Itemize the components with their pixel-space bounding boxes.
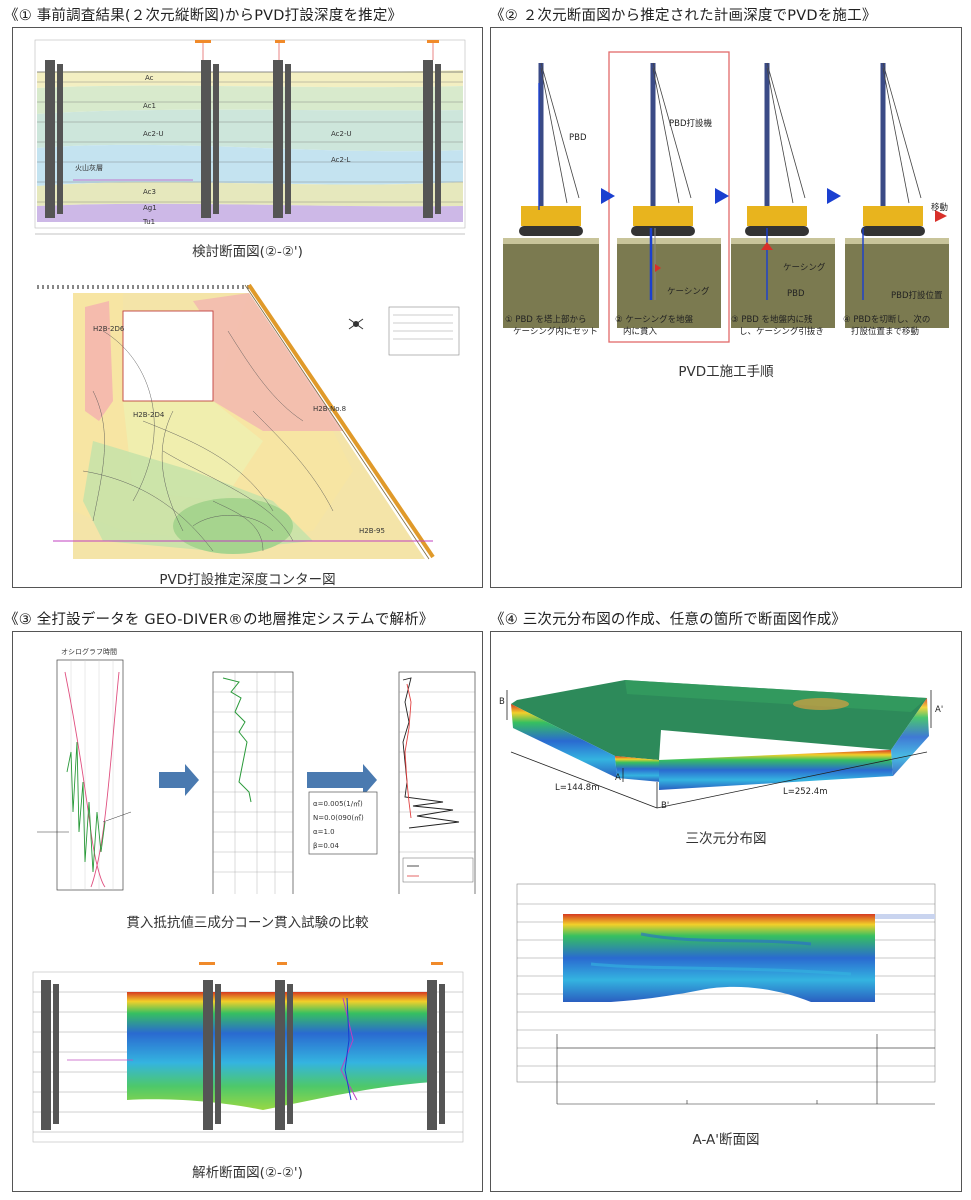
- svg-text:Tu1: Tu1: [142, 218, 155, 226]
- caption-aa-section: A-A'断面図: [692, 1132, 760, 1148]
- parameter-box: α=0.005(1/㎡) N=0.0(090(㎡) α=1.0 β=0.04: [313, 800, 364, 850]
- procedure-step-texts: ① PBD を塔上部から ケーシング内にセット ② ケーシングを地盤 内に貫入 …: [505, 314, 930, 337]
- svg-text:N=0.0(090(㎡): N=0.0(090(㎡): [313, 814, 364, 822]
- svg-text:L=252.4m: L=252.4m: [783, 787, 827, 797]
- caption-analysis-section: 解析断面図(②-②'): [192, 1165, 303, 1181]
- svg-text:PBD: PBD: [787, 289, 805, 299]
- svg-text:PBD打設機: PBD打設機: [669, 118, 713, 129]
- svg-text:PBD打設位置: PBD打設位置: [891, 290, 943, 301]
- svg-text:α=1.0: α=1.0: [313, 828, 335, 836]
- longitudinal-section-diagram: Ac Ac1 Ac2-U Ac2-U Ac2-L 火山灰層 Ac3 Ag1 Tu1: [34, 39, 466, 235]
- caption-cpt-comparison: 貫入抵抗値三成分コーン貫入試験の比較: [126, 915, 369, 931]
- svg-text:火山灰層: 火山灰層: [75, 163, 103, 172]
- step-3-line-2: し、ケーシング引抜き: [739, 326, 824, 337]
- svg-text:Ag1: Ag1: [143, 204, 157, 212]
- panel-3d-distribution: B A B' A' L=144.8m L=252.4m 三次元分布図 A-A'断…: [490, 631, 962, 1192]
- svg-text:β=0.04: β=0.04: [313, 842, 339, 850]
- cpt-comparison-charts: オシログラフ 時間 α=0.005(1/㎡) N=0.0(090(㎡) α=1.…: [37, 647, 476, 894]
- oscillograph-label: オシログラフ: [61, 647, 103, 656]
- svg-text:H2B-95: H2B-95: [359, 527, 385, 535]
- step-2-line-1: ② ケーシングを地盤: [615, 314, 694, 325]
- svg-text:ケーシング: ケーシング: [667, 286, 710, 297]
- procedure-labels: PBD PBD打設機 ケーシング ケーシング PBD PBD打設位置 移動: [569, 118, 948, 301]
- svg-text:H2B-2D6: H2B-2D6: [93, 325, 125, 333]
- svg-text:Ac2-U: Ac2-U: [331, 130, 352, 138]
- caption-pvd-procedure: PVD工施工手順: [678, 364, 774, 380]
- section1-heading: 《① 事前調査結果(２次元縦断図)からPVD打設深度を推定》: [4, 8, 403, 24]
- svg-text:H2B-No.8: H2B-No.8: [313, 405, 346, 413]
- svg-text:A': A': [935, 705, 943, 715]
- svg-text:B': B': [661, 801, 669, 811]
- caption-3d-distribution: 三次元分布図: [685, 831, 767, 847]
- svg-text:Ac3: Ac3: [143, 188, 156, 196]
- pvd-depth-contour-map: H2B-2D6 H2B-2D4 H2B-No.8 H2B-95: [37, 281, 467, 560]
- step-1-line-1: ① PBD を塔上部から: [505, 314, 587, 325]
- aa-cross-section: [516, 883, 936, 1105]
- pvd-procedure-diagram: PBD PBD打設機 ケーシング ケーシング PBD PBD打設位置 移動: [503, 51, 949, 343]
- svg-text:ケーシング: ケーシング: [783, 262, 826, 273]
- svg-text:移動: 移動: [931, 202, 948, 213]
- svg-text:Ac2-U: Ac2-U: [143, 130, 164, 138]
- step-1-line-2: ケーシング内にセット: [513, 326, 598, 337]
- 3d-axis-labels: B A B' A' L=144.8m L=252.4m: [499, 697, 943, 811]
- panel-pre-survey: Ac Ac1 Ac2-U Ac2-U Ac2-L 火山灰層 Ac3 Ag1 Tu1 検討断面…: [12, 27, 483, 588]
- step-4-line-1: ④ PBDを切断し、次の: [843, 314, 930, 325]
- caption-longitudinal-section: 検討断面図(②-②'): [192, 244, 303, 260]
- svg-text:Ac1: Ac1: [143, 102, 156, 110]
- section4-heading: 《④ 三次元分布図の作成、任意の箇所で断面図作成》: [490, 612, 847, 628]
- svg-text:PBD: PBD: [569, 133, 587, 143]
- svg-text:α=0.005(1/㎡): α=0.005(1/㎡): [313, 800, 363, 808]
- time-label: 時間: [103, 648, 117, 656]
- step-3-line-1: ③ PBD を地盤内に残: [731, 314, 813, 325]
- svg-text:A: A: [615, 773, 621, 783]
- 3d-distribution-model: B A B' A' L=144.8m L=252.4m: [499, 680, 943, 811]
- panel-geo-diver-analysis: オシログラフ 時間 α=0.005(1/㎡) N=0.0(090(㎡) α=1.…: [12, 631, 483, 1192]
- section3-heading: 《③ 全打設データを GEO-DIVER®の地層推定システムで解析》: [4, 612, 434, 628]
- svg-text:H2B-2D4: H2B-2D4: [133, 411, 165, 419]
- svg-text:Ac: Ac: [145, 74, 154, 82]
- panel-pvd-construction: PBD PBD打設機 ケーシング ケーシング PBD PBD打設位置 移動 ① …: [490, 27, 962, 588]
- step-4-line-2: 打設位置まで移動: [851, 326, 919, 337]
- svg-text:L=144.8m: L=144.8m: [555, 783, 599, 793]
- svg-text:Ac2-L: Ac2-L: [331, 156, 350, 164]
- caption-contour-map: PVD打設推定深度コンター図: [159, 572, 336, 588]
- svg-text:B: B: [499, 697, 505, 707]
- analysis-cross-section: [32, 962, 464, 1143]
- section2-heading: 《② ２次元断面図から推定された計画深度でPVDを施工》: [490, 8, 877, 24]
- step-2-line-2: 内に貫入: [623, 326, 658, 337]
